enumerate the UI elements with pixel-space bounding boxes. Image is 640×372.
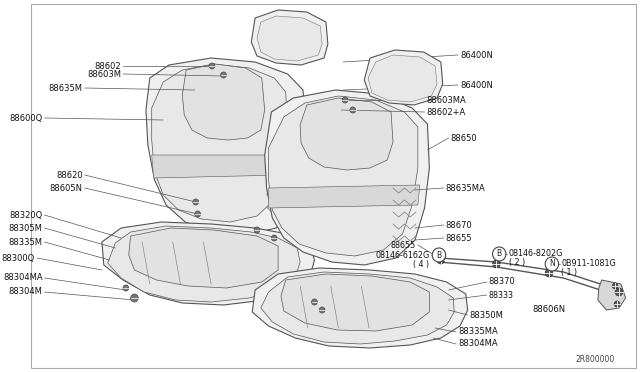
Text: 88635M: 88635M bbox=[49, 83, 83, 93]
Text: 88304MA: 88304MA bbox=[3, 273, 42, 282]
Circle shape bbox=[131, 294, 138, 302]
Polygon shape bbox=[364, 50, 443, 105]
Circle shape bbox=[195, 211, 200, 217]
Circle shape bbox=[612, 283, 618, 289]
Polygon shape bbox=[281, 274, 429, 331]
Circle shape bbox=[545, 257, 559, 271]
Circle shape bbox=[209, 63, 215, 69]
Text: 08146-8202G: 08146-8202G bbox=[509, 250, 563, 259]
Circle shape bbox=[493, 247, 506, 261]
Text: 88304MA: 88304MA bbox=[458, 340, 498, 349]
Circle shape bbox=[432, 248, 445, 262]
Text: 88655: 88655 bbox=[390, 241, 416, 250]
Text: 88606N: 88606N bbox=[532, 305, 566, 314]
Polygon shape bbox=[102, 222, 314, 305]
Text: 88602: 88602 bbox=[95, 61, 121, 71]
Circle shape bbox=[350, 107, 356, 113]
Polygon shape bbox=[252, 10, 328, 65]
Text: 88670: 88670 bbox=[445, 221, 472, 230]
Polygon shape bbox=[598, 280, 626, 310]
Text: ( 4 ): ( 4 ) bbox=[413, 260, 429, 269]
Circle shape bbox=[123, 285, 129, 291]
Polygon shape bbox=[152, 64, 287, 222]
Text: ( 2 ): ( 2 ) bbox=[509, 259, 525, 267]
Text: 88603M: 88603M bbox=[87, 70, 121, 78]
Text: 0B911-1081G: 0B911-1081G bbox=[561, 260, 616, 269]
Text: 88620: 88620 bbox=[56, 170, 83, 180]
Polygon shape bbox=[261, 272, 454, 344]
Text: B: B bbox=[497, 250, 502, 259]
Text: 88602+A: 88602+A bbox=[426, 108, 466, 116]
Circle shape bbox=[342, 97, 348, 103]
Circle shape bbox=[493, 260, 500, 268]
Polygon shape bbox=[368, 55, 437, 102]
Text: 88305M: 88305M bbox=[9, 224, 42, 232]
Circle shape bbox=[221, 72, 227, 78]
Text: 88350M: 88350M bbox=[470, 311, 504, 320]
Polygon shape bbox=[252, 268, 468, 348]
Text: 88655: 88655 bbox=[445, 234, 472, 243]
Circle shape bbox=[254, 227, 260, 233]
Circle shape bbox=[312, 299, 317, 305]
Text: 88603MA: 88603MA bbox=[426, 96, 466, 105]
Text: 88650: 88650 bbox=[451, 134, 477, 142]
Polygon shape bbox=[146, 58, 307, 235]
Polygon shape bbox=[257, 16, 322, 61]
Circle shape bbox=[436, 253, 442, 259]
Text: 88320Q: 88320Q bbox=[10, 211, 42, 219]
Polygon shape bbox=[108, 226, 300, 302]
Text: 2R800000: 2R800000 bbox=[576, 356, 615, 365]
Text: 88304M: 88304M bbox=[9, 288, 42, 296]
Text: B: B bbox=[436, 250, 442, 260]
Polygon shape bbox=[265, 90, 429, 265]
Text: 86400N: 86400N bbox=[460, 51, 493, 60]
Text: 08146-6162G: 08146-6162G bbox=[375, 250, 429, 260]
Circle shape bbox=[319, 307, 325, 313]
Text: 88370: 88370 bbox=[489, 278, 515, 286]
Circle shape bbox=[437, 256, 445, 264]
Circle shape bbox=[614, 301, 620, 307]
Text: N: N bbox=[549, 260, 555, 269]
Circle shape bbox=[545, 269, 553, 277]
Text: 88600Q: 88600Q bbox=[10, 113, 42, 122]
Text: 88333: 88333 bbox=[489, 291, 514, 299]
Text: 88335MA: 88335MA bbox=[458, 327, 498, 337]
Polygon shape bbox=[269, 96, 418, 256]
Text: 88300Q: 88300Q bbox=[2, 253, 35, 263]
Text: 88335M: 88335M bbox=[8, 237, 42, 247]
Polygon shape bbox=[152, 155, 285, 178]
Circle shape bbox=[271, 235, 277, 241]
Text: ( 1 ): ( 1 ) bbox=[561, 269, 578, 278]
Polygon shape bbox=[129, 228, 278, 288]
Circle shape bbox=[193, 199, 198, 205]
Text: 86400N: 86400N bbox=[460, 80, 493, 90]
Polygon shape bbox=[269, 185, 420, 208]
Text: 88605N: 88605N bbox=[50, 183, 83, 192]
Circle shape bbox=[615, 288, 623, 296]
Text: 88635MA: 88635MA bbox=[445, 183, 485, 192]
Polygon shape bbox=[300, 98, 393, 170]
Polygon shape bbox=[182, 64, 265, 140]
